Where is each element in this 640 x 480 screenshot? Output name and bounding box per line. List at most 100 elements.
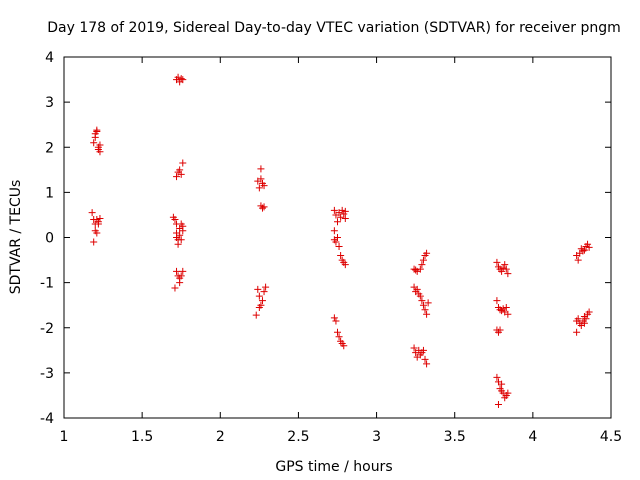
data-point [502, 265, 510, 273]
x-tick-label: 4 [528, 429, 537, 445]
data-point [255, 292, 263, 300]
data-point [418, 297, 426, 305]
data-point [260, 288, 268, 296]
data-point [258, 297, 266, 305]
data-point [337, 213, 345, 221]
data-point [337, 252, 345, 260]
data-point [177, 75, 185, 83]
data-point [334, 328, 341, 336]
data-point [94, 220, 102, 228]
data-point [257, 175, 265, 183]
data-point [330, 314, 338, 322]
data-point [171, 215, 179, 223]
data-point [499, 264, 507, 272]
x-tick-label: 3 [372, 429, 381, 445]
y-axis-label: SDTVAR / TECUs [8, 180, 24, 295]
data-point [580, 246, 588, 254]
data-point [255, 184, 263, 192]
data-point [412, 266, 420, 274]
data-point [177, 170, 185, 178]
y-axis-tick-labels: 4 3 2 1 0 -1 -2 -3 -4 [40, 50, 54, 427]
data-point [176, 166, 184, 174]
data-point [502, 303, 510, 311]
data-point [580, 319, 588, 327]
y-axis-ticks [64, 56, 611, 419]
data-point [260, 203, 268, 211]
data-point [416, 292, 424, 300]
data-point [93, 229, 101, 237]
data-point [341, 215, 349, 223]
data-point [174, 73, 182, 81]
data-point [90, 238, 98, 246]
data-point [93, 126, 101, 134]
data-point [419, 301, 427, 309]
data-point [177, 236, 185, 244]
data-point [585, 243, 593, 251]
data-point [498, 267, 506, 275]
data-point [341, 207, 349, 215]
data-point [585, 308, 593, 316]
data-point [173, 267, 181, 275]
data-point [410, 344, 418, 352]
data-point [334, 234, 341, 241]
data-point [421, 355, 429, 363]
x-axis-ticks [63, 57, 612, 418]
data-point [173, 173, 181, 181]
data-point [335, 333, 343, 341]
data-point [418, 261, 426, 269]
data-point [332, 317, 340, 325]
data-point [419, 256, 427, 264]
data-point [262, 283, 270, 291]
x-tick-label: 2.5 [287, 429, 309, 445]
data-point [174, 240, 182, 248]
data-point [176, 279, 184, 287]
x-tick-label: 2 [216, 429, 225, 445]
data-point [421, 306, 429, 314]
data-point [179, 267, 187, 275]
data-point [179, 76, 187, 84]
data-point [171, 284, 179, 292]
y-tick-label: 1 [45, 185, 54, 201]
data-point [332, 238, 340, 246]
x-axis-label: GPS time / hours [275, 459, 392, 475]
data-point [419, 346, 427, 354]
data-point [258, 204, 266, 212]
data-point [574, 256, 582, 264]
data-point [504, 310, 512, 318]
data-point [496, 326, 504, 334]
data-point [498, 307, 506, 315]
data-point [96, 141, 104, 149]
data-point [498, 380, 506, 388]
data-point [330, 206, 338, 214]
data-point [573, 328, 581, 336]
data-point [334, 218, 341, 226]
data-point [423, 360, 431, 368]
chart-title: Day 178 of 2019, Sidereal Day-to-day VTE… [47, 20, 621, 36]
data-point [96, 215, 104, 223]
data-point [504, 270, 512, 278]
data-point [580, 312, 588, 320]
data-point [252, 311, 260, 319]
data-points [88, 73, 593, 408]
y-tick-label: -1 [40, 276, 54, 292]
data-point [423, 249, 431, 257]
y-tick-label: 0 [45, 231, 54, 247]
data-point [493, 297, 501, 305]
x-tick-label: 1 [60, 429, 69, 445]
data-point [91, 133, 99, 141]
data-point [416, 265, 424, 273]
x-axis-tick-labels: 1 1.5 2 2.5 3 3.5 4 4.5 [60, 429, 623, 445]
data-point [257, 165, 265, 173]
y-tick-label: -2 [40, 321, 54, 337]
data-point [88, 209, 96, 217]
data-point [413, 285, 421, 293]
x-tick-label: 3.5 [444, 429, 466, 445]
data-point [496, 306, 504, 314]
data-point [260, 182, 268, 190]
y-tick-label: 4 [45, 50, 54, 66]
data-point [499, 305, 507, 313]
data-point [254, 285, 262, 293]
y-tick-label: 2 [45, 140, 54, 156]
y-tick-label: 3 [45, 95, 54, 111]
x-tick-label: 1.5 [131, 429, 153, 445]
